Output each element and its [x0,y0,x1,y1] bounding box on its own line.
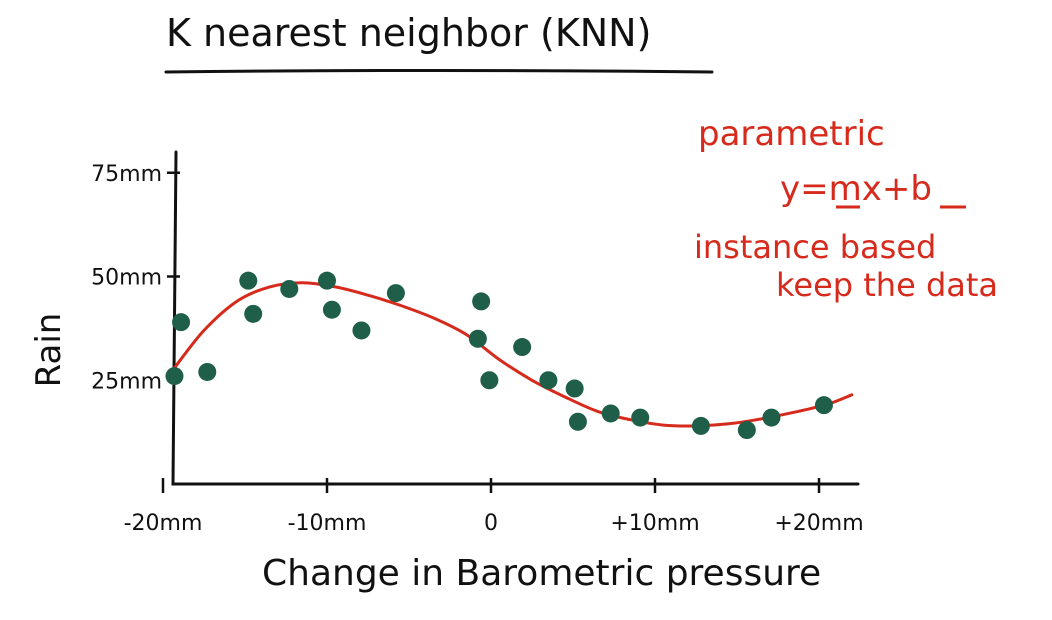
data-point [165,367,184,386]
x-tick-label: -20mm [124,511,203,536]
data-point [762,408,781,427]
x-ticks: -20mm -10mm 0 +10mm +20mm [124,478,864,536]
data-point [513,338,532,357]
data-point [565,379,584,398]
data-point [322,300,341,319]
data-point [568,412,587,431]
data-point [386,284,405,303]
data-point [691,416,710,435]
x-tick-label: +10mm [610,511,699,536]
data-point [172,313,191,332]
data-point [244,304,263,323]
data-point [631,408,650,427]
data-point [539,371,558,390]
y-tick-label: 25mm [91,369,162,394]
annotation-parametric: parametric [698,114,885,154]
data-points [165,271,833,440]
y-axis-label: Rain [29,313,69,388]
fit-curve [173,281,854,428]
title-underline [164,69,714,74]
chart-title: K nearest neighbor (KNN) [166,11,651,55]
data-point [280,279,299,298]
y-tick-label: 75mm [91,162,162,187]
y-ticks: 25mm 50mm 75mm [91,162,180,394]
x-axis-label: Change in Barometric pressure [262,553,821,594]
data-point [352,321,371,340]
data-point [198,362,217,381]
data-point [737,421,756,440]
annotation-instance-based: instance based [694,228,936,266]
annotation-keep-data: keep the data [776,266,998,304]
data-point [472,292,491,311]
data-point [480,371,499,390]
x-tick-label: +20mm [774,511,863,536]
annotation-equation: y=mx+b [780,169,932,209]
y-tick-label: 50mm [91,266,162,291]
data-point [814,396,833,415]
data-point [239,271,258,290]
x-tick-label: 0 [484,511,498,536]
axes [171,150,860,486]
x-tick-label: -10mm [288,511,367,536]
data-point [318,271,336,290]
data-point [601,404,620,423]
data-point [468,329,487,348]
